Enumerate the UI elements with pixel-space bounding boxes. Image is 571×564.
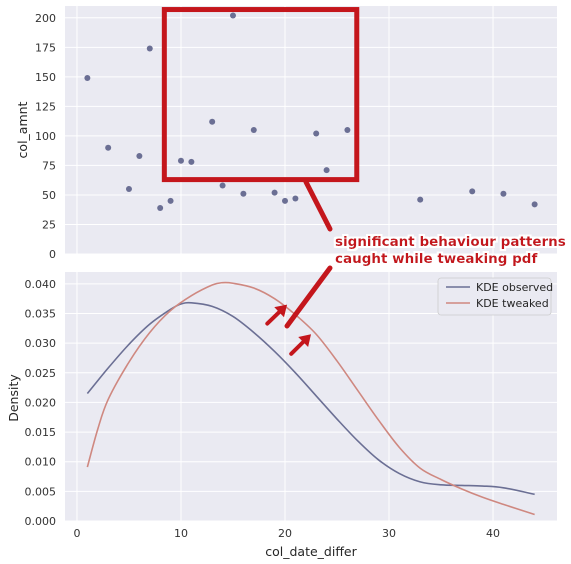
callout-connector-lower [284,265,333,329]
scatter-y-tick-2: 50 [42,189,56,202]
scatter-y-tick-1: 25 [42,218,56,231]
scatter-y-tick-8: 200 [35,12,56,25]
scatter-point-20 [417,196,424,203]
scatter-y-tick-5: 125 [35,100,56,113]
density-y-axis-label: Density [6,374,21,422]
scatter-point-21 [469,188,476,195]
scatter-point-9 [209,118,216,125]
scatter-point-16 [292,195,299,202]
density-x-tick-1: 10 [174,527,188,540]
annotation-line-1: significant behaviour patterns [335,234,566,250]
scatter-y-tick-labels: 0 25 50 75 100 125 150 175 200 [35,12,56,261]
scatter-point-10 [219,182,226,189]
density-y-tick-0: 0.000 [25,515,57,528]
scatter-y-tick-3: 75 [42,159,56,172]
scatter-point-13 [250,127,257,133]
density-y-tick-4: 0.020 [25,396,57,409]
scatter-y-tick-4: 100 [35,130,56,143]
scatter-point-2 [125,186,132,193]
density-y-tick-labels: 0.000 0.005 0.010 0.015 0.020 0.025 0.030 0.035… [25,278,57,528]
density-y-tick-1: 0.005 [25,485,57,498]
scatter-point-22 [500,190,507,197]
scatter-points [84,12,538,211]
density-line-observed [86,301,535,496]
scatter-point-19 [344,127,351,133]
scatter-point-3 [136,152,143,159]
density-y-tick-2: 0.010 [25,456,57,469]
density-y-tick-6: 0.030 [25,337,57,350]
highlight-box [161,7,360,183]
scatter-plot-area [65,6,557,254]
density-x-axis-label: col_date_differ [265,544,357,559]
density-y-tick-3: 0.015 [25,426,57,439]
legend-label-observed: KDE observed [476,281,553,294]
scatter-point-18 [323,167,330,174]
annotation-arrow-1 [289,334,311,356]
callout-connector-upper [303,179,333,232]
density-x-tick-labels: 0 10 20 30 40 [73,527,500,540]
density-x-tick-3: 30 [382,527,396,540]
scatter-point-8 [188,158,195,165]
annotation: significant behaviour patterns caught wh… [335,234,566,267]
annotation-arrow-0 [265,304,288,326]
scatter-point-1 [105,144,112,151]
density-x-tick-4: 40 [486,527,500,540]
scatter-point-11 [229,12,236,19]
scatter-panel: 0 25 50 75 100 125 150 175 200 col_amnt [15,6,557,261]
legend-label-tweaked: KDE tweaked [476,297,549,310]
density-y-tick-7: 0.035 [25,308,57,321]
scatter-y-axis-label: col_amnt [15,101,30,158]
density-y-tick-5: 0.025 [25,367,57,380]
scatter-y-tick-6: 150 [35,71,56,84]
scatter-point-14 [271,189,278,196]
scatter-point-17 [313,130,320,137]
callout-connectors [284,179,333,329]
scatter-point-0 [84,75,91,82]
scatter-point-6 [167,197,174,204]
scatter-gridlines [65,6,557,255]
scatter-point-23 [531,201,538,208]
density-x-tick-2: 20 [278,527,292,540]
density-panel: 0.000 0.005 0.010 0.015 0.020 0.025 0.030 0.035… [6,272,557,559]
scatter-point-5 [157,204,164,211]
density-y-tick-8: 0.040 [25,278,57,291]
scatter-point-12 [240,190,247,197]
scatter-point-7 [177,157,184,164]
scatter-point-4 [146,45,153,52]
scatter-y-tick-0: 0 [49,248,56,261]
scatter-point-15 [281,197,288,204]
annotation-line-2: caught while tweaking pdf [335,251,537,267]
legend: KDE observed KDE tweaked [437,277,553,316]
density-x-tick-0: 0 [73,527,80,540]
annotation-arrows [265,304,311,356]
scatter-y-tick-7: 175 [35,41,56,54]
